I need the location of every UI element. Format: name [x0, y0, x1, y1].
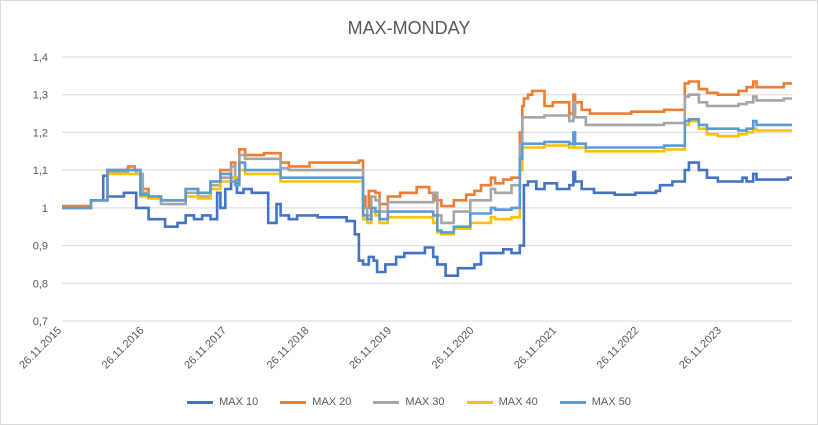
y-tick-label: 1,4	[33, 52, 48, 64]
y-axis-ticks: 0,7 0,8 0,9 1 1,1 1,2 1,3 1,4	[33, 52, 48, 328]
series-line-max-40	[62, 119, 792, 236]
x-axis-ticks: 26.11.2015 26.11.2016 26.11.2017 26.11.2018…	[17, 325, 724, 372]
legend-swatch	[559, 400, 586, 404]
x-tick-label: 26.11.2018	[265, 325, 312, 372]
x-tick-label: 26.11.2019	[347, 325, 394, 372]
legend-swatch	[280, 400, 307, 404]
series-line-max-10	[62, 161, 792, 277]
x-tick-label: 26.11.2017	[182, 325, 229, 372]
series-line-max-30	[62, 93, 792, 225]
legend-item-max-50: MAX 50	[559, 396, 631, 408]
legend-swatch	[373, 400, 400, 404]
legend: MAX 10 MAX 20 MAX 30 MAX 40 MAX 50	[0, 396, 818, 408]
y-tick-label: 0,7	[33, 316, 48, 328]
y-tick-label: 0,9	[33, 241, 48, 253]
legend-item-max-30: MAX 30	[373, 396, 445, 408]
y-tick-label: 1,3	[33, 90, 48, 102]
y-tick-label: 1	[42, 203, 48, 215]
series-line-max-50	[62, 117, 792, 234]
x-tick-label: 26.11.2022	[595, 325, 642, 372]
series-lines	[62, 80, 792, 277]
legend-item-max-20: MAX 20	[280, 396, 351, 408]
y-tick-label: 1,2	[33, 127, 48, 139]
grid-lines	[62, 56, 792, 322]
chart-title: MAX-MONDAY	[347, 18, 471, 38]
legend-item-max-10: MAX 10	[187, 396, 258, 408]
y-tick-label: 0,8	[33, 278, 48, 290]
x-tick-label: 26.11.2015	[17, 325, 64, 372]
x-tick-label: 26.11.2020	[430, 325, 477, 372]
legend-label: MAX 40	[498, 396, 538, 408]
x-tick-label: 26.11.2021	[512, 325, 559, 372]
legend-label: MAX 30	[405, 396, 445, 408]
legend-swatch	[466, 400, 493, 404]
legend-item-max-40: MAX 40	[466, 396, 538, 408]
legend-label: MAX 20	[312, 396, 352, 408]
legend-swatch	[187, 400, 214, 404]
y-tick-label: 1,1	[33, 165, 48, 177]
x-tick-label: 26.11.2016	[100, 325, 147, 372]
legend-label: MAX 10	[219, 396, 259, 408]
legend-label: MAX 50	[591, 396, 631, 408]
x-tick-label: 26.11.2023	[677, 325, 724, 372]
